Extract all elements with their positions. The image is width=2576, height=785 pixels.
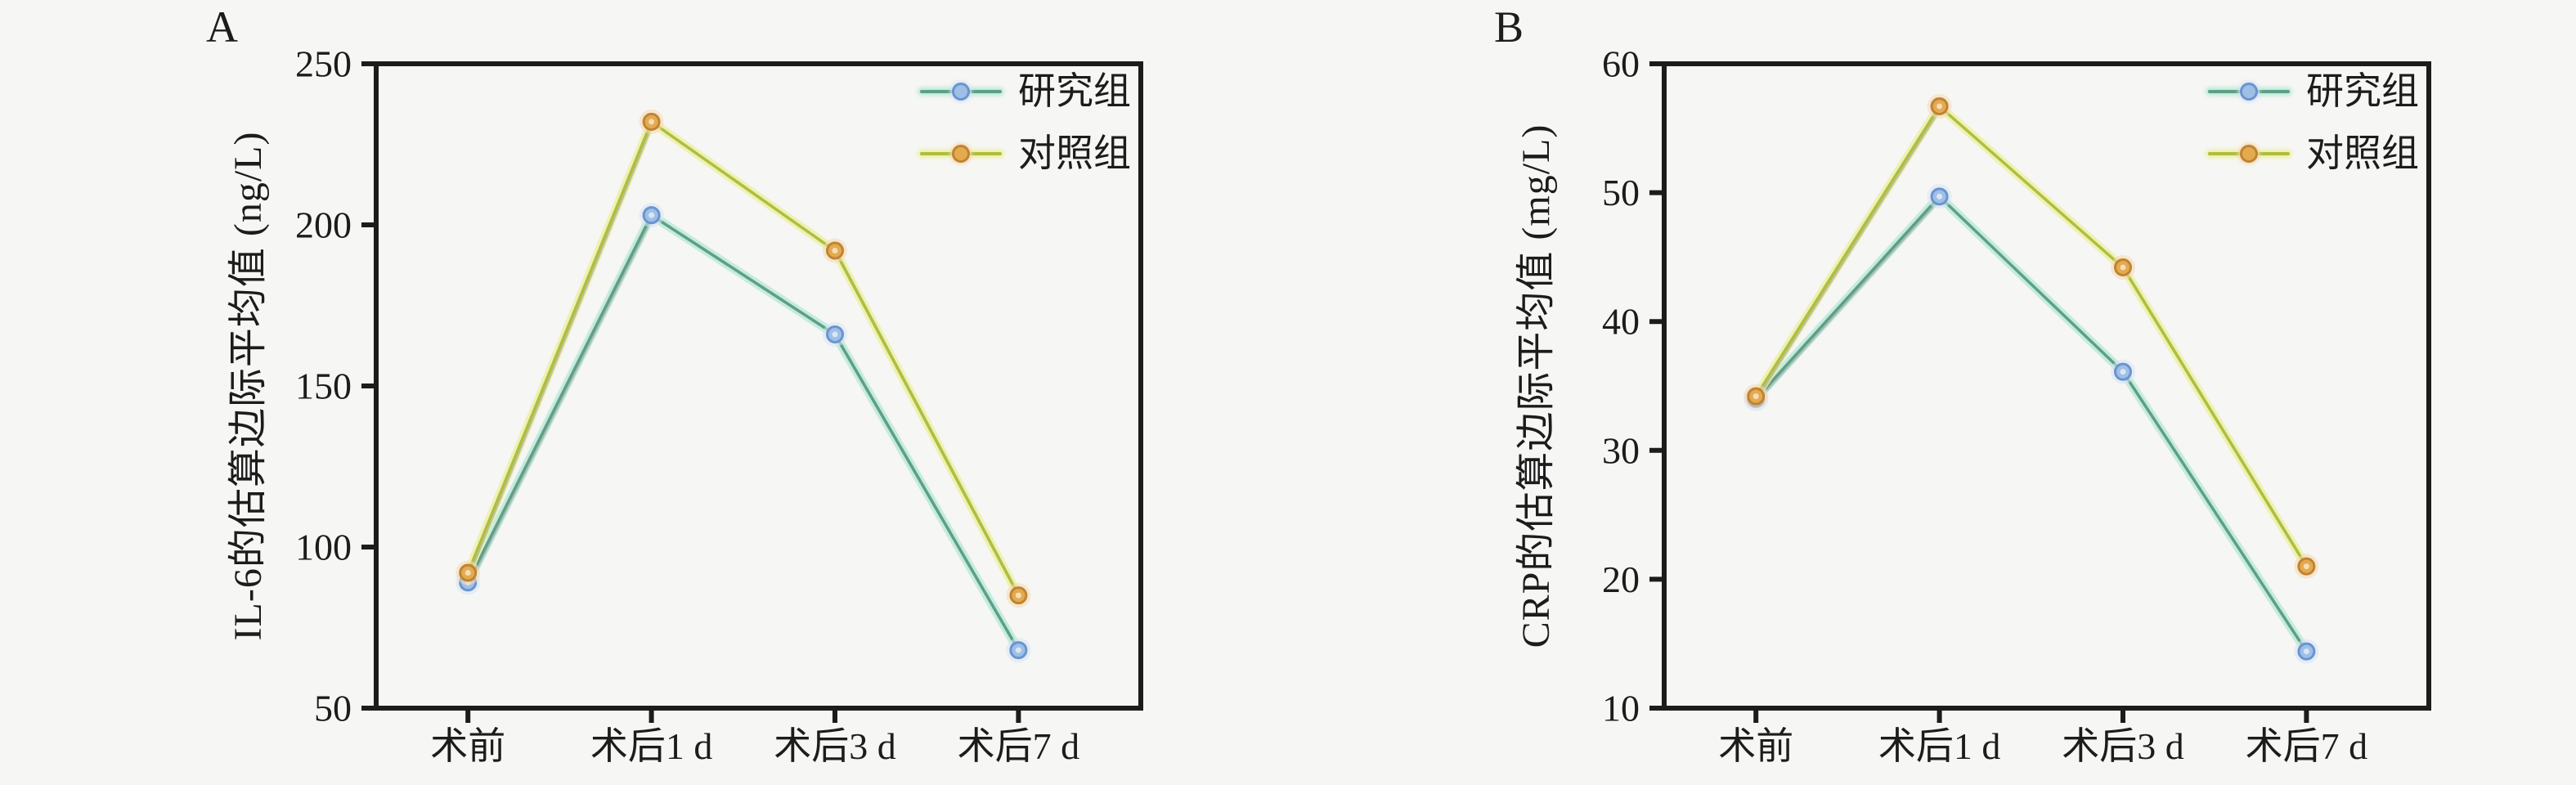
panel-letter-a: A — [206, 2, 238, 52]
il6-legend: 研究组 对照组 — [920, 70, 1131, 175]
panel-crp: B CRP的估算边际平均值 (mg/L) 10 20 30 40 50 60 术前 术后1 d… — [1288, 0, 2576, 785]
legend-item-study-group: 研究组 — [920, 70, 1131, 113]
svg-text:术前: 术前 — [430, 725, 505, 767]
crp-line-chart: 10 20 30 40 50 60 术前 术后1 d 术后3 d 术后7 d — [1602, 43, 2431, 767]
study-group-line-sample — [2208, 83, 2290, 101]
legend-label-control-group: 对照组 — [1018, 132, 1131, 174]
legend-label-study-group: 研究组 — [1018, 70, 1131, 112]
svg-text:150: 150 — [295, 366, 352, 407]
svg-text:60: 60 — [1602, 43, 1640, 85]
legend-label-study-group: 研究组 — [2306, 70, 2419, 112]
svg-text:术后3 d: 术后3 d — [2062, 725, 2184, 767]
svg-text:100: 100 — [295, 527, 352, 568]
svg-text:50: 50 — [1602, 172, 1640, 213]
panel-il6: A IL-6的估算边际平均值 (ng/L) 50 100 150 200 250 术前 术后… — [206, 2, 1143, 767]
legend-item-control-group: 对照组 — [920, 132, 1131, 175]
crp-legend: 研究组 对照组 — [2208, 70, 2419, 175]
control-group-line-sample — [2208, 145, 2290, 163]
legend-item-control-group: 对照组 — [2208, 132, 2419, 175]
svg-text:40: 40 — [1602, 301, 1640, 343]
legend-label-control-group: 对照组 — [2306, 132, 2419, 174]
svg-text:20: 20 — [1602, 558, 1640, 600]
svg-text:50: 50 — [314, 688, 352, 729]
legend-item-study-group: 研究组 — [2208, 70, 2419, 113]
svg-text:术后3 d: 术后3 d — [774, 725, 896, 767]
svg-text:10: 10 — [1602, 688, 1640, 729]
svg-text:200: 200 — [295, 204, 352, 246]
control-group-line-sample — [920, 145, 1002, 163]
svg-text:术后1 d: 术后1 d — [590, 725, 713, 767]
svg-text:术后7 d: 术后7 d — [2246, 725, 2368, 767]
svg-text:术后7 d: 术后7 d — [958, 725, 1080, 767]
svg-text:术前: 术前 — [1718, 725, 1793, 767]
svg-text:250: 250 — [295, 43, 352, 85]
il6-line-chart: 50 100 150 200 250 术前 术后1 d 术后3 d 术后7 d — [295, 43, 1143, 767]
svg-text:术后1 d: 术后1 d — [1878, 725, 2001, 767]
svg-text:30: 30 — [1602, 429, 1640, 471]
study-group-line-sample — [920, 83, 1002, 101]
panel-letter-b: B — [1494, 2, 1524, 52]
